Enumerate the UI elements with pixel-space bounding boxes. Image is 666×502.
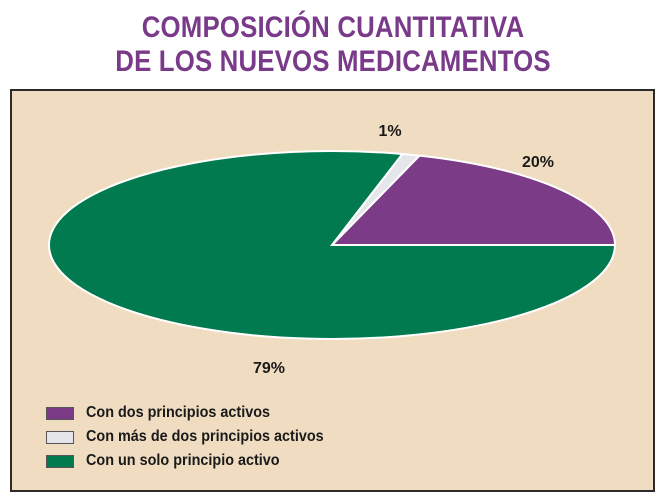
legend-swatch [46, 430, 74, 444]
pie-slice [48, 149, 617, 340]
slice-value-label: 20% [522, 154, 554, 171]
pie-chart: 20% 1% 79% [48, 123, 617, 377]
legend-item-mas-de-dos: Con más de dos principios activos [46, 425, 350, 449]
chart-legend: Con dos principios activos Con más de do… [46, 401, 350, 473]
legend-swatch [46, 454, 74, 468]
legend-swatch [46, 406, 74, 420]
chart-panel: 20% 1% 79% Con dos principios activos Con … [10, 89, 655, 492]
legend-label: Con un solo principio activo [86, 452, 280, 469]
chart-title-line-1: COMPOSICIÓN CUANTITATIVA [141, 11, 525, 44]
legend-label: Con dos principios activos [86, 404, 271, 421]
slice-value-label: 79% [253, 360, 285, 377]
legend-item-uno: Con un solo principio activo [46, 449, 350, 473]
legend-label: Con más de dos principios activos [86, 428, 324, 445]
chart-title-line-2: DE LOS NUEVOS MEDICAMENTOS [115, 45, 551, 78]
pie-slice [329, 154, 617, 246]
legend-item-dos: Con dos principios activos [46, 401, 350, 425]
slice-value-label: 1% [378, 123, 401, 140]
